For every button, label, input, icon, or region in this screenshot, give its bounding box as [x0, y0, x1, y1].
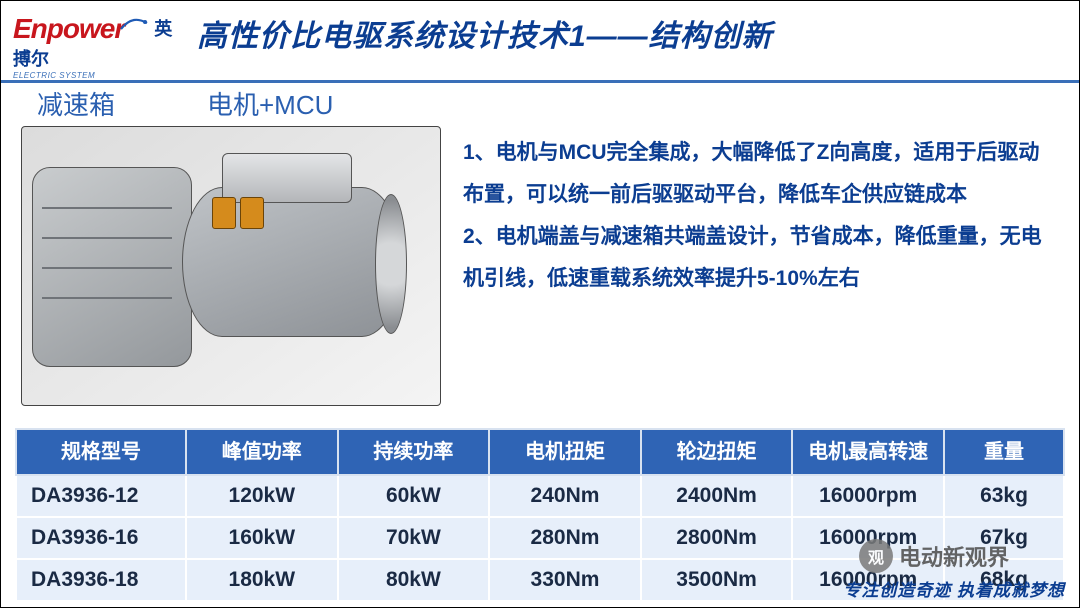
table-cell: DA3936-18 [16, 559, 186, 601]
label-motor-mcu: 电机+MCU [207, 85, 333, 122]
table-header-row: 规格型号 峰值功率 持续功率 电机扭矩 轮边扭矩 电机最高转速 重量 [16, 429, 1064, 475]
watermark: 观 电动新观界 [859, 539, 1009, 573]
table-cell: 3500Nm [641, 559, 793, 601]
logo-subtitle: ELECTRIC SYSTEM [13, 71, 183, 80]
th-rpm: 电机最高转速 [792, 429, 944, 475]
th-cont: 持续功率 [338, 429, 490, 475]
table-cell: 70kW [338, 517, 490, 559]
label-gearbox: 减速箱 [37, 85, 197, 122]
header-bar: Enpower英搏尔 ELECTRIC SYSTEM 高性价比电驱系统设计技术1… [1, 1, 1079, 83]
table-cell: DA3936-16 [16, 517, 186, 559]
table-cell: 330Nm [489, 559, 641, 601]
brand-logo: Enpower英搏尔 ELECTRIC SYSTEM [13, 7, 183, 80]
th-wheel: 轮边扭矩 [641, 429, 793, 475]
table-cell: 160kW [186, 517, 338, 559]
table-row: DA3936-12120kW60kW240Nm2400Nm16000rpm63k… [16, 475, 1064, 517]
page-title: 高性价比电驱系统设计技术1——结构创新 [183, 7, 773, 61]
logo-swoosh-icon [120, 16, 148, 30]
table-cell: 2400Nm [641, 475, 793, 517]
bullet-1: 1、电机与MCU完全集成，大幅降低了Z向高度，适用于后驱动布置，可以统一前后驱驱… [463, 132, 1051, 216]
table-cell: 180kW [186, 559, 338, 601]
table-cell: DA3936-12 [16, 475, 186, 517]
table-cell: 2800Nm [641, 517, 793, 559]
th-weight: 重量 [944, 429, 1064, 475]
th-peak: 峰值功率 [186, 429, 338, 475]
table-cell: 63kg [944, 475, 1064, 517]
table-cell: 60kW [338, 475, 490, 517]
table-cell: 280Nm [489, 517, 641, 559]
table-cell: 16000rpm [792, 475, 944, 517]
bullet-2: 2、电机端盖与减速箱共端盖设计，节省成本，降低重量，无电机引线，低速重载系统效率… [463, 216, 1051, 300]
logo-en: Enpower [13, 13, 124, 44]
table-cell: 120kW [186, 475, 338, 517]
footer-slogan: 专注创造奇迹 执着成就梦想 [843, 576, 1065, 601]
table-cell: 240Nm [489, 475, 641, 517]
watermark-text: 电动新观界 [899, 540, 1009, 572]
sub-labels: 减速箱 电机+MCU [1, 83, 1079, 122]
watermark-badge-icon: 观 [859, 539, 893, 573]
th-model: 规格型号 [16, 429, 186, 475]
description-block: 1、电机与MCU完全集成，大幅降低了Z向高度，适用于后驱动布置，可以统一前后驱驱… [441, 122, 1067, 406]
table-cell: 80kW [338, 559, 490, 601]
th-torque: 电机扭矩 [489, 429, 641, 475]
motor-render-image [21, 126, 441, 406]
